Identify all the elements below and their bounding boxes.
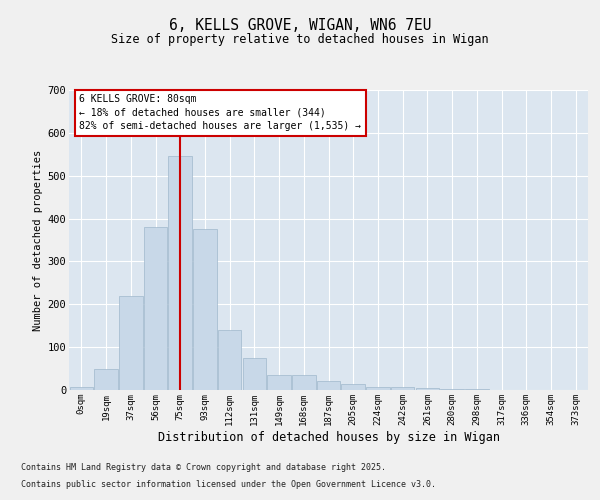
Bar (119, 296, 143, 390)
Bar (440, 388, 464, 390)
Text: Contains public sector information licensed under the Open Government Licence v3: Contains public sector information licen… (21, 480, 436, 489)
Y-axis label: Number of detached properties: Number of detached properties (34, 150, 43, 330)
Text: Size of property relative to detached houses in Wigan: Size of property relative to detached ho… (111, 32, 489, 46)
Bar (94, 368, 118, 390)
Bar (416, 388, 439, 390)
Text: 6 KELLS GROVE: 80sqm
← 18% of detached houses are smaller (344)
82% of semi-deta: 6 KELLS GROVE: 80sqm ← 18% of detached h… (79, 94, 361, 131)
Bar (268, 375, 291, 390)
Bar (169, 156, 192, 390)
Bar (144, 227, 167, 390)
Bar (366, 386, 389, 390)
Bar (70, 386, 93, 390)
Text: Contains HM Land Registry data © Crown copyright and database right 2025.: Contains HM Land Registry data © Crown c… (21, 464, 386, 472)
Text: 6, KELLS GROVE, WIGAN, WN6 7EU: 6, KELLS GROVE, WIGAN, WN6 7EU (169, 18, 431, 32)
Bar (193, 230, 217, 390)
X-axis label: Distribution of detached houses by size in Wigan: Distribution of detached houses by size … (157, 430, 499, 444)
Bar (341, 384, 365, 390)
Bar (218, 330, 241, 390)
Bar (465, 389, 488, 390)
Bar (317, 382, 340, 390)
Bar (292, 375, 316, 390)
Bar (391, 386, 415, 390)
Bar (242, 358, 266, 390)
